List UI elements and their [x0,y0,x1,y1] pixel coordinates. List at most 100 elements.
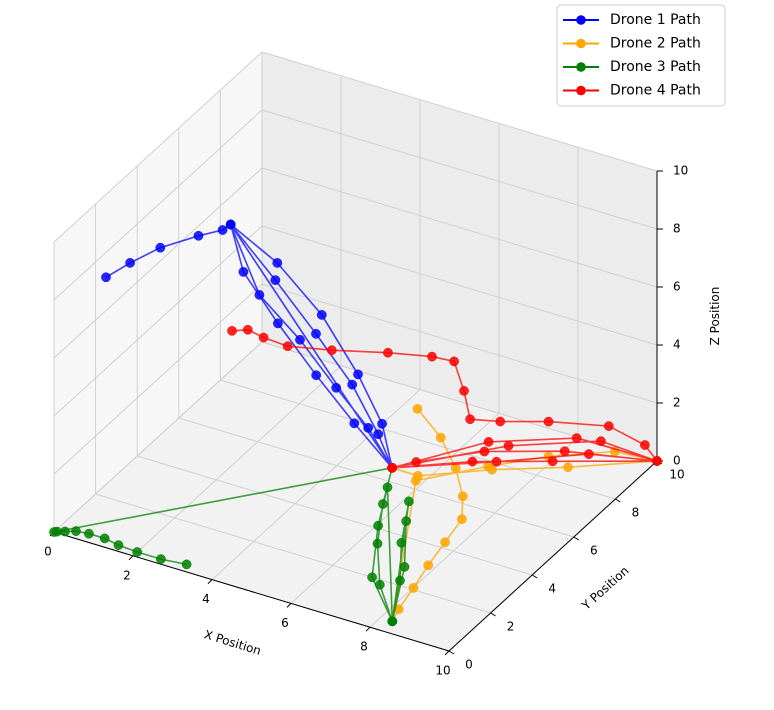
data-point [401,516,412,526]
data-point [193,230,204,241]
data-point [273,318,283,329]
data-point [563,462,573,473]
z-tick-label: 4 [673,338,681,352]
data-point [282,341,293,352]
data-point [399,562,410,572]
data-point [427,351,437,362]
data-point [374,579,385,590]
legend-label: Drone 3 Path [610,59,701,75]
series-drone-3 [49,462,414,627]
data-point [101,272,111,283]
data-point [404,496,414,507]
grid-line [261,109,658,230]
legend-label: Drone 2 Path [610,36,701,52]
y-tick-mark [615,498,621,503]
data-point [217,225,228,235]
grid-line [53,341,263,533]
data-point [349,418,360,429]
z-tick-label: 10 [673,164,688,178]
data-point [543,416,554,427]
data-point [583,449,594,459]
series-drone-4 [227,324,662,473]
data-point [347,379,358,390]
data-point [295,334,305,345]
data-point [457,491,468,502]
data-point [378,499,388,509]
data-point [491,456,502,467]
data-point [84,528,94,539]
data-point [225,219,236,230]
data-point [547,456,558,467]
data-point [331,382,342,393]
data-point [640,440,650,450]
x-tick-label: 2 [123,568,131,582]
data-point [435,432,446,443]
data-point [395,575,405,586]
z-tick-label: 8 [673,222,681,236]
data-point [113,540,124,550]
x-tick-mark [286,603,292,608]
data-point [71,526,81,536]
x-tick-label: 0 [44,545,52,559]
y-tick-label: 2 [507,620,515,634]
data-point [596,436,606,446]
left-pane [54,52,262,532]
y-tick-label: 0 [465,658,473,672]
y-tick-mark [573,536,580,541]
grid-line [261,225,658,346]
data-point [373,520,383,531]
data-point [387,462,397,473]
grid-line [53,51,263,243]
x-axis-line [53,531,450,652]
grid-line [261,167,658,288]
y-tick-label: 10 [669,468,684,482]
grid-line [132,365,342,557]
data-point [412,404,423,414]
x-tick-label: 8 [360,640,368,654]
data-point [495,416,506,427]
legend-label: Drone 1 Path [610,12,701,28]
z-tick-label: 2 [673,396,681,410]
y-tick-mark [531,574,538,579]
y-tick-label: 8 [632,506,640,520]
grid-line [95,493,491,614]
data-point [411,457,422,467]
data-point [49,527,59,537]
grid-line [220,379,616,500]
data-point [363,423,374,433]
grid-line [53,167,263,359]
axes-panes [54,52,657,651]
grid-line [178,417,574,538]
data-point [479,446,490,457]
data-point [367,572,377,583]
data-point [408,583,419,593]
legend-marker [576,38,586,49]
grid-line [53,225,263,417]
data-point [457,514,467,524]
grid-line [261,51,658,172]
x-tick-label: 10 [435,664,450,678]
data-point [316,310,327,320]
data-point [254,290,265,300]
data-point [396,537,407,548]
data-point [571,433,582,443]
data-point [326,345,337,356]
z-tick-label: 0 [673,454,681,468]
data-point [382,482,393,493]
data-point [483,437,494,447]
data-point [353,369,363,380]
z-tick-label: 6 [673,280,681,294]
data-point [258,332,269,343]
legend: Drone 1 Path Drone 2 Path Drone 3 Path Dron… [556,4,726,107]
data-point [440,537,450,548]
data-point [387,616,398,627]
y-tick-mark [448,650,455,655]
data-point [413,471,423,481]
x-tick-mark [365,626,371,632]
data-point [503,440,514,451]
data-point [156,554,166,564]
z-axis-label: Z Position [708,287,722,346]
data-point [311,370,322,381]
y-tick-mark [490,612,496,617]
